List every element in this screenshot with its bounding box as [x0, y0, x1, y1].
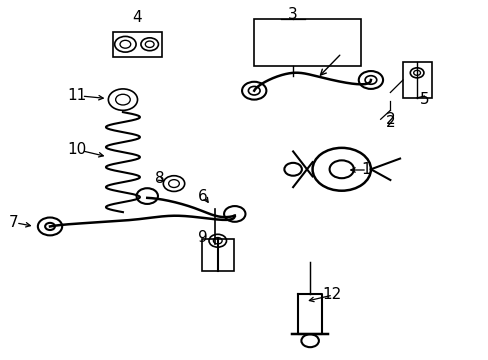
Text: 8: 8 — [154, 171, 164, 186]
Bar — [254, 19, 361, 66]
Text: 6: 6 — [198, 189, 207, 203]
Text: 1: 1 — [361, 162, 370, 177]
Text: 10: 10 — [67, 142, 86, 157]
Bar — [402, 62, 431, 98]
Text: 9: 9 — [198, 230, 207, 245]
Text: 2: 2 — [385, 112, 394, 127]
Text: 2: 2 — [385, 115, 394, 130]
Bar — [113, 32, 162, 57]
Text: 11: 11 — [67, 88, 86, 103]
Text: 5: 5 — [419, 92, 428, 107]
Bar — [202, 239, 233, 271]
Text: 7: 7 — [9, 215, 19, 230]
Text: 3: 3 — [287, 8, 297, 22]
Text: 4: 4 — [132, 10, 142, 25]
Text: 12: 12 — [322, 287, 341, 302]
